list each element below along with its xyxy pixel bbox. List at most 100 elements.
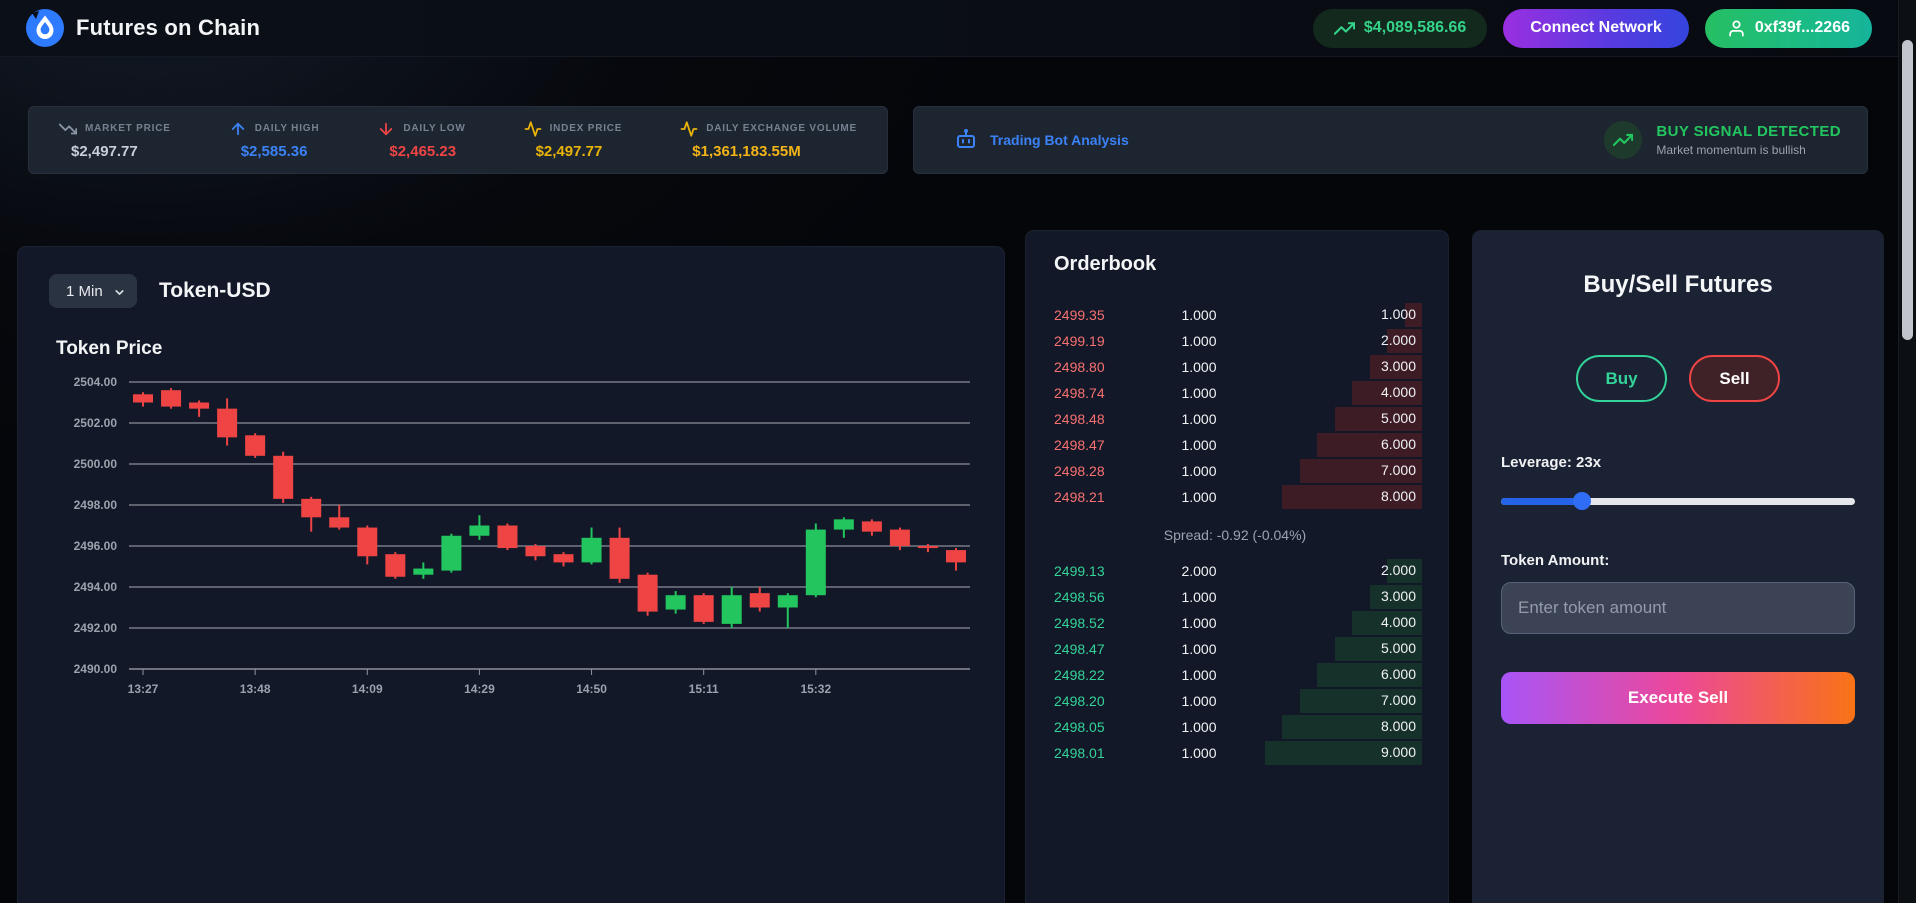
activity-icon — [524, 120, 542, 138]
signal-trending-up-icon — [1604, 121, 1643, 159]
app-title: Futures on Chain — [76, 15, 261, 40]
orderbook-bid-row[interactable]: 2498.47 1.000 5.000 — [1054, 636, 1422, 662]
candle-body — [665, 595, 686, 610]
order-total-zone: 4.000 — [1254, 380, 1422, 406]
timeframe-select[interactable]: 1 Min — [49, 274, 137, 308]
orderbook-title: Orderbook — [1054, 253, 1157, 275]
sell-button[interactable]: Sell — [1689, 355, 1780, 402]
order-amount: 1.000 — [1181, 667, 1217, 683]
activity-icon — [680, 120, 698, 138]
bot-panel-title: Trading Bot Analysis — [990, 132, 1129, 148]
order-total-zone: 3.000 — [1254, 354, 1422, 380]
orderbook-bid-row[interactable]: 2498.01 1.000 9.000 — [1054, 740, 1422, 766]
order-price: 2498.01 — [1054, 745, 1105, 761]
slider-thumb[interactable] — [1573, 492, 1592, 510]
wallet-address-button[interactable]: 0xf39f...2266 — [1704, 8, 1872, 48]
stat-index-price: INDEX PRICE $2,497.77 — [524, 120, 623, 160]
stat-value: $2,465.23 — [389, 143, 457, 161]
depth-bar — [1317, 433, 1422, 457]
candle-body — [889, 529, 910, 546]
order-total: 2.000 — [1380, 332, 1416, 348]
stat-label: DAILY EXCHANGE VOLUME — [706, 123, 857, 135]
order-total: 3.000 — [1380, 588, 1416, 604]
orderbook-ask-row[interactable]: 2499.19 1.000 2.000 — [1054, 328, 1422, 354]
order-amount: 1.000 — [1181, 745, 1217, 761]
order-price: 2498.05 — [1054, 719, 1105, 735]
candle-body — [469, 525, 490, 536]
order-amount: 1.000 — [1181, 693, 1217, 709]
order-amount: 1.000 — [1181, 641, 1217, 657]
chart-title: Token Price — [56, 338, 163, 359]
y-tick-label: 2496.00 — [74, 539, 118, 553]
orderbook-ask-row[interactable]: 2498.21 1.000 8.000 — [1054, 484, 1422, 510]
candle-body — [245, 435, 266, 456]
stat-daily-high: DAILY HIGH $2,585.36 — [229, 120, 320, 160]
candle-body — [917, 546, 938, 549]
order-total-zone: 8.000 — [1254, 714, 1422, 740]
header-actions: $4,089,586.66 Connect Network 0xf39f...2… — [1312, 8, 1890, 48]
y-tick-label: 2504.00 — [74, 375, 118, 389]
orderbook-ask-row[interactable]: 2498.47 1.000 6.000 — [1054, 432, 1422, 458]
orderbook-ask-row[interactable]: 2498.74 1.000 4.000 — [1054, 380, 1422, 406]
market-stats-bar: MARKET PRICE $2,497.77 DAILY HIGH $2,585.36… — [28, 106, 888, 174]
order-amount: 1.000 — [1181, 307, 1217, 323]
stat-label: DAILY HIGH — [254, 123, 320, 135]
connect-network-button[interactable]: Connect Network — [1503, 8, 1689, 48]
bot-title-row: Trading Bot Analysis — [954, 128, 1129, 152]
page-scrollbar[interactable] — [1898, 0, 1916, 903]
orderbook-bid-row[interactable]: 2498.56 1.000 3.000 — [1054, 584, 1422, 610]
order-total-zone: 4.000 — [1254, 610, 1422, 636]
orderbook-bid-row[interactable]: 2498.52 1.000 4.000 — [1054, 610, 1422, 636]
orderbook-ask-row[interactable]: 2498.48 1.000 5.000 — [1054, 406, 1422, 432]
order-total-zone: 2.000 — [1254, 328, 1422, 354]
orderbook-bid-row[interactable]: 2498.20 1.000 7.000 — [1054, 688, 1422, 714]
candle-body — [805, 529, 826, 596]
robot-icon — [954, 128, 978, 152]
order-total-zone: 3.000 — [1254, 584, 1422, 610]
buy-button[interactable]: Buy — [1576, 355, 1667, 402]
order-price: 2498.47 — [1054, 641, 1105, 657]
stat-value: $2,497.77 — [535, 143, 603, 161]
candle-body — [273, 455, 294, 499]
order-total-zone: 6.000 — [1254, 432, 1422, 458]
orderbook-ask-row[interactable]: 2498.80 1.000 3.000 — [1054, 354, 1422, 380]
depth-bar — [1404, 303, 1422, 327]
order-price: 2498.74 — [1054, 385, 1105, 401]
orderbook-bid-row[interactable]: 2498.22 1.000 6.000 — [1054, 662, 1422, 688]
order-price: 2498.56 — [1054, 589, 1105, 605]
candle-body — [301, 498, 322, 518]
depth-bar — [1299, 459, 1422, 483]
depth-bar — [1352, 611, 1422, 635]
depth-bar — [1282, 715, 1422, 739]
stat-daily-exchange-volume: DAILY EXCHANGE VOLUME $1,361,183.55M — [680, 120, 857, 160]
user-icon — [1727, 19, 1746, 38]
asks-list: 2499.35 1.000 1.000 2499.19 1.000 2.000 2498.8… — [1054, 302, 1422, 510]
token-amount-input[interactable] — [1501, 582, 1855, 634]
order-amount: 1.000 — [1181, 333, 1217, 349]
orderbook-panel: Orderbook 2499.35 1.000 1.000 2499.19 1.000 2… — [1025, 230, 1449, 903]
leverage-slider[interactable] — [1501, 492, 1855, 510]
order-total-zone: 5.000 — [1254, 406, 1422, 432]
candle-body — [357, 527, 378, 557]
depth-bar — [1334, 637, 1422, 661]
depth-bar — [1299, 689, 1422, 713]
candle-body — [133, 394, 154, 403]
orderbook-bid-row[interactable]: 2498.05 1.000 8.000 — [1054, 714, 1422, 740]
order-total-zone: 1.000 — [1254, 302, 1422, 328]
slider-track — [1501, 498, 1855, 505]
scrollbar-thumb[interactable] — [1902, 40, 1913, 340]
trending-down-icon — [59, 120, 77, 138]
stat-daily-low: DAILY LOW $2,465.23 — [377, 120, 465, 160]
candle-body — [189, 402, 210, 409]
orderbook-bid-row[interactable]: 2499.13 2.000 2.000 — [1054, 558, 1422, 584]
execute-sell-button[interactable]: Execute Sell — [1501, 672, 1855, 724]
depth-bar — [1334, 407, 1422, 431]
orderbook-ask-row[interactable]: 2499.35 1.000 1.000 — [1054, 302, 1422, 328]
slider-fill — [1501, 498, 1583, 505]
order-total: 4.000 — [1380, 614, 1416, 630]
depth-bar — [1387, 559, 1422, 583]
order-amount: 1.000 — [1181, 589, 1217, 605]
x-tick-label: 14:09 — [352, 682, 383, 696]
orderbook-ask-row[interactable]: 2498.28 1.000 7.000 — [1054, 458, 1422, 484]
candle-body — [945, 550, 966, 563]
